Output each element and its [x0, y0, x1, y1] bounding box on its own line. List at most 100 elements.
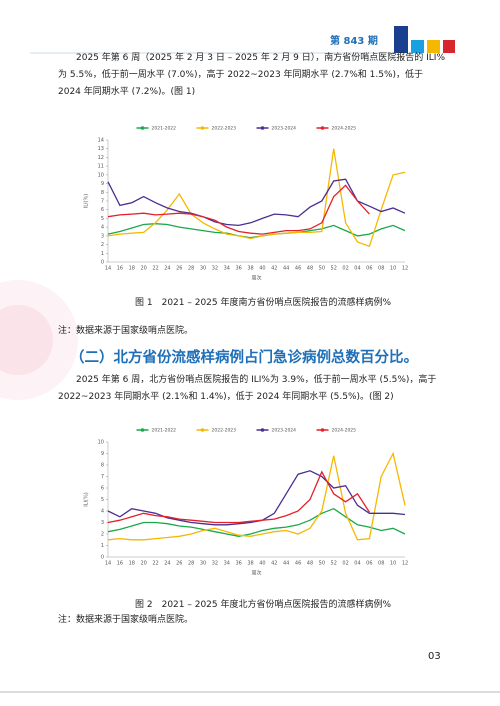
y-tick-label: 7	[101, 474, 104, 480]
y-tick-label: 8	[101, 190, 104, 196]
data-line	[107, 451, 406, 541]
x-tick-label: 10	[390, 561, 396, 567]
x-axis-label: 周次	[251, 570, 261, 577]
note: 注：数据来源于国家级哨点医院。	[58, 326, 194, 336]
x-tick-label: 50	[319, 266, 325, 272]
y-tick-label: 10	[98, 172, 104, 178]
x-tick-label: 46	[295, 266, 301, 272]
y-tick-label: 5	[101, 216, 104, 222]
y-tick-label: 2	[101, 242, 104, 248]
x-tick-label: 46	[295, 561, 301, 567]
x-tick-label: 28	[188, 561, 194, 567]
legend-label: 2024-2025	[332, 126, 357, 132]
x-tick-label: 08	[378, 266, 384, 272]
y-tick-label: 13	[98, 146, 104, 152]
x-tick-label: 16	[117, 561, 123, 567]
x-tick-label: 04	[354, 561, 360, 567]
x-tick-label: 34	[224, 266, 230, 272]
x-tick-label: 22	[152, 266, 158, 272]
y-tick-label: 10	[98, 440, 104, 446]
x-tick-label: 08	[378, 561, 384, 567]
section-heading: （二）北方省份流感样病例占门急诊病例总数百分比。	[70, 350, 418, 366]
x-tick-label: 12	[402, 266, 408, 272]
y-axis-label: ILI(%)	[84, 194, 90, 208]
x-tick-label: 18	[129, 266, 135, 272]
x-tick-label: 38	[247, 266, 253, 272]
legend-marker	[200, 126, 205, 130]
x-tick-label: 02	[342, 561, 348, 567]
y-tick-label: 3	[101, 520, 104, 526]
x-tick-label: 26	[176, 266, 182, 272]
legend-marker	[140, 428, 145, 432]
paragraph: 2025 年第 6 周（2025 年 2 月 3 日 – 2025 年 2 月 …	[58, 53, 445, 97]
legend-label: 2021-2022	[152, 126, 177, 132]
legend-label: 2023-2024	[272, 428, 297, 434]
legend-label: 2024-2025	[332, 428, 357, 434]
x-axis-label: 周次	[251, 275, 261, 282]
paragraph: 2025 年第 6 周，北方省份哨点医院报告的 ILI%为 3.9%，低于前一周…	[58, 375, 437, 402]
x-tick-label: 14	[105, 561, 111, 567]
y-tick-label: 6	[101, 486, 104, 492]
x-tick-label: 30	[200, 561, 206, 567]
y-tick-label: 0	[101, 555, 104, 561]
y-tick-label: 12	[98, 155, 104, 161]
x-tick-label: 20	[140, 561, 146, 567]
x-tick-label: 26	[176, 561, 182, 567]
y-tick-label: 9	[101, 451, 104, 457]
figure-caption: 图 2 2021 – 2025 年度北方省份哨点医院报告的流感样病例%	[135, 600, 392, 610]
chart: 2021-2022 2022-2023 2023-2024 2024-20250123…	[84, 126, 409, 282]
x-tick-label: 34	[224, 561, 230, 567]
data-line	[107, 148, 406, 248]
issue-number: 第 843 期	[330, 36, 378, 47]
data-line	[107, 507, 406, 537]
x-tick-label: 32	[212, 266, 218, 272]
x-tick-label: 10	[390, 266, 396, 272]
x-tick-label: 32	[212, 561, 218, 567]
legend-marker	[320, 428, 325, 432]
y-tick-label: 2	[101, 532, 104, 538]
x-tick-label: 22	[152, 561, 158, 567]
x-tick-label: 50	[319, 561, 325, 567]
x-tick-label: 42	[271, 561, 277, 567]
x-tick-label: 06	[366, 266, 372, 272]
x-tick-label: 24	[164, 561, 170, 567]
legend-marker	[140, 126, 145, 130]
y-tick-label: 1	[101, 543, 104, 549]
x-tick-label: 42	[271, 266, 277, 272]
data-line	[107, 184, 370, 235]
x-tick-label: 36	[235, 561, 241, 567]
x-tick-label: 44	[283, 266, 289, 272]
y-tick-label: 8	[101, 463, 104, 469]
figure-caption: 图 1 2021 – 2025 年度南方省份哨点医院报告的流感样病例%	[135, 298, 392, 308]
chart: 2021-2022 2022-2023 2023-2024 2024-20250123…	[84, 428, 409, 577]
x-tick-label: 12	[402, 561, 408, 567]
x-tick-label: 04	[354, 266, 360, 272]
x-tick-label: 52	[331, 561, 337, 567]
y-tick-label: 11	[98, 164, 104, 170]
y-tick-label: 9	[101, 181, 104, 187]
x-tick-label: 06	[366, 561, 372, 567]
legend-label: 2022-2023	[212, 428, 237, 434]
x-tick-label: 40	[259, 266, 265, 272]
y-tick-label: 1	[101, 251, 104, 257]
legend-label: 2021-2022	[152, 428, 177, 434]
x-tick-label: 14	[105, 266, 111, 272]
y-axis-label: ILI(%)	[84, 492, 90, 506]
x-tick-label: 52	[331, 266, 337, 272]
x-tick-label: 16	[117, 266, 123, 272]
data-line	[107, 470, 370, 524]
legend-label: 2023-2024	[272, 126, 297, 132]
y-tick-label: 7	[101, 199, 104, 205]
y-tick-label: 4	[101, 509, 104, 515]
x-tick-label: 48	[307, 266, 313, 272]
x-tick-label: 18	[129, 561, 135, 567]
x-tick-label: 30	[200, 266, 206, 272]
x-tick-label: 20	[140, 266, 146, 272]
y-tick-label: 0	[101, 260, 104, 266]
x-tick-label: 28	[188, 266, 194, 272]
y-tick-label: 4	[101, 225, 104, 231]
x-tick-label: 40	[259, 561, 265, 567]
x-tick-label: 24	[164, 266, 170, 272]
legend-marker	[320, 126, 325, 130]
